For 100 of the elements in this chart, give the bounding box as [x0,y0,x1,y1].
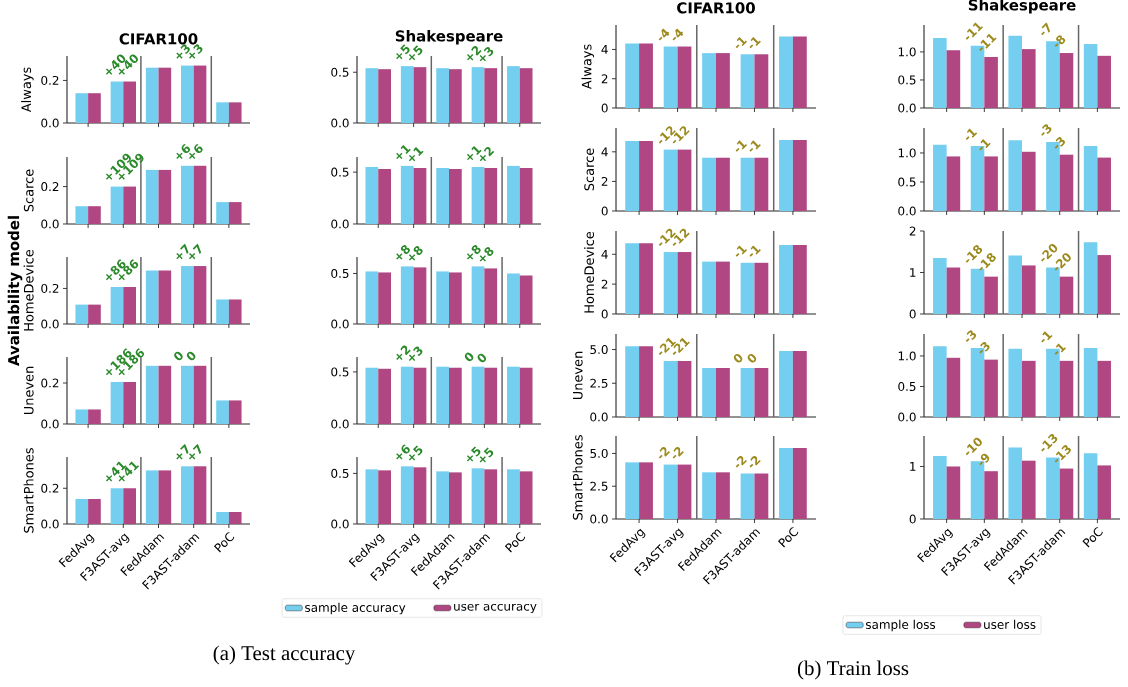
annotation: +8 [466,245,481,260]
annotation: -1 [749,245,761,257]
bar [193,466,207,524]
chart-title: Shakespeare [395,30,503,45]
bar [123,287,136,324]
annotation: +2 [396,345,411,360]
annotation: +7 [176,444,189,460]
bar [639,243,653,314]
annotation: -2 [735,455,747,468]
bar [145,470,159,524]
chart-title: CIFAR100 [677,2,755,14]
bar [158,470,172,524]
bar [365,469,379,524]
bar [740,54,755,108]
annotation: 0 [477,353,487,363]
y-tick-label: 0.0 [590,514,608,524]
bar [677,149,692,211]
y-axis-title: HomeDevice [23,249,34,331]
y-tick-label: 0.0 [331,118,349,128]
y-tick-label: 0.5 [331,468,349,478]
bar [702,157,717,211]
bar [88,93,101,123]
bar [702,368,716,417]
bar [216,512,229,524]
y-tick-label: 0.5 [898,75,916,85]
annotation: -3 [1054,137,1065,149]
bar [716,261,730,314]
bar [449,272,462,324]
bar [519,471,533,524]
bar [1097,255,1111,314]
bar [216,102,229,123]
y-tick-label: 0.2 [41,182,59,192]
annotation: -4 [658,28,670,41]
bar [88,304,101,324]
bar [625,346,640,417]
bar [625,462,640,519]
y-tick-label: 4 [601,249,608,259]
bar [984,471,998,519]
bar [413,267,427,324]
text: (a) Test accuracy [213,645,356,665]
y-tick-label: 0 [909,309,916,319]
bar [779,447,793,519]
bar [946,357,961,417]
y-axis-title: Always [581,44,595,90]
bar [123,186,136,224]
y-tick-label: 0.0 [898,206,916,216]
bar [779,351,793,417]
y-tick-label: 0.5 [331,367,349,377]
y-tick-label: 2 [601,74,608,84]
bar [1059,154,1074,211]
bar [181,165,194,224]
y-tick-label: 0.0 [41,118,59,128]
bar [216,202,229,224]
bar [625,141,640,211]
y-tick-label: 0 [601,103,608,113]
annotation: +5 [408,45,423,61]
bar [181,365,194,424]
bar [754,473,769,519]
annotation: +1 [466,146,482,161]
bar [1008,348,1023,417]
bar [1059,53,1074,108]
y-tick-label: 0.0 [331,419,349,429]
bar [933,257,947,314]
bar [663,252,678,314]
bar [946,267,961,314]
bar [1022,460,1036,519]
annotation: 0 [186,351,196,361]
annotation: +5 [396,44,410,60]
bar [933,346,947,417]
bar [639,346,653,417]
bar [145,67,159,123]
bar [1008,255,1023,314]
annotation: +3 [176,44,190,59]
bar [702,53,717,108]
bar [110,186,124,224]
y-tick-label: 4 [601,45,608,54]
bar [400,466,414,524]
bar [677,464,692,519]
y-tick-label: 2 [601,176,608,186]
y-tick-label: 0.0 [41,319,59,329]
y-tick-label: 4 [601,147,608,157]
bar [663,464,678,519]
bar [1022,360,1036,417]
annotation: -3 [965,330,977,342]
bar [984,359,998,417]
y-tick-label: 2.5 [590,481,608,491]
text: Availability model [7,216,23,366]
bar [792,36,807,108]
legend-label: user accuracy [454,603,537,614]
bar [1008,447,1023,519]
annotation: +2 [479,146,495,162]
y-tick-label: 0.2 [41,483,59,493]
y-tick-label: 1.0 [898,47,916,57]
x-tick-label: PoC [504,532,526,553]
bar [75,498,89,524]
y-axis-title: Uneven [24,366,34,415]
bar [400,266,414,324]
bar [1097,157,1111,211]
bar [716,368,730,417]
y-tick-label: 0.5 [331,67,349,77]
